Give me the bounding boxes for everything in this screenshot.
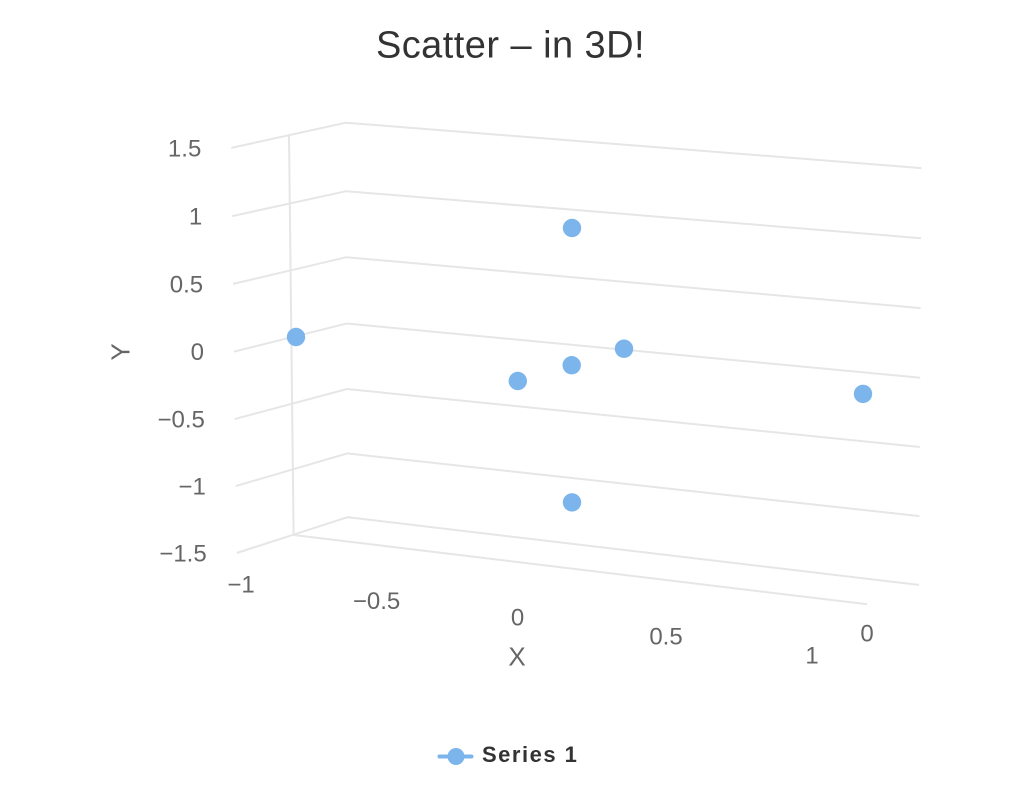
svg-text:0: 0 [191, 339, 204, 366]
svg-text:−0.5: −0.5 [353, 588, 400, 615]
svg-text:−1.5: −1.5 [159, 541, 206, 568]
svg-text:Series 1: Series 1 [482, 742, 578, 767]
svg-text:−0.5: −0.5 [158, 407, 205, 434]
svg-text:X: X [508, 641, 525, 671]
svg-text:0.5: 0.5 [170, 272, 203, 299]
svg-text:1: 1 [805, 643, 818, 670]
svg-text:−1: −1 [227, 572, 254, 599]
svg-text:0: 0 [860, 620, 873, 647]
svg-text:1: 1 [189, 204, 202, 231]
svg-text:Y: Y [105, 343, 135, 360]
svg-text:1.5: 1.5 [168, 136, 201, 163]
svg-text:0: 0 [511, 605, 524, 632]
svg-text:0.5: 0.5 [649, 624, 682, 651]
svg-text:−1: −1 [178, 474, 205, 501]
svg-text:Scatter – in 3D!: Scatter – in 3D! [376, 25, 645, 67]
